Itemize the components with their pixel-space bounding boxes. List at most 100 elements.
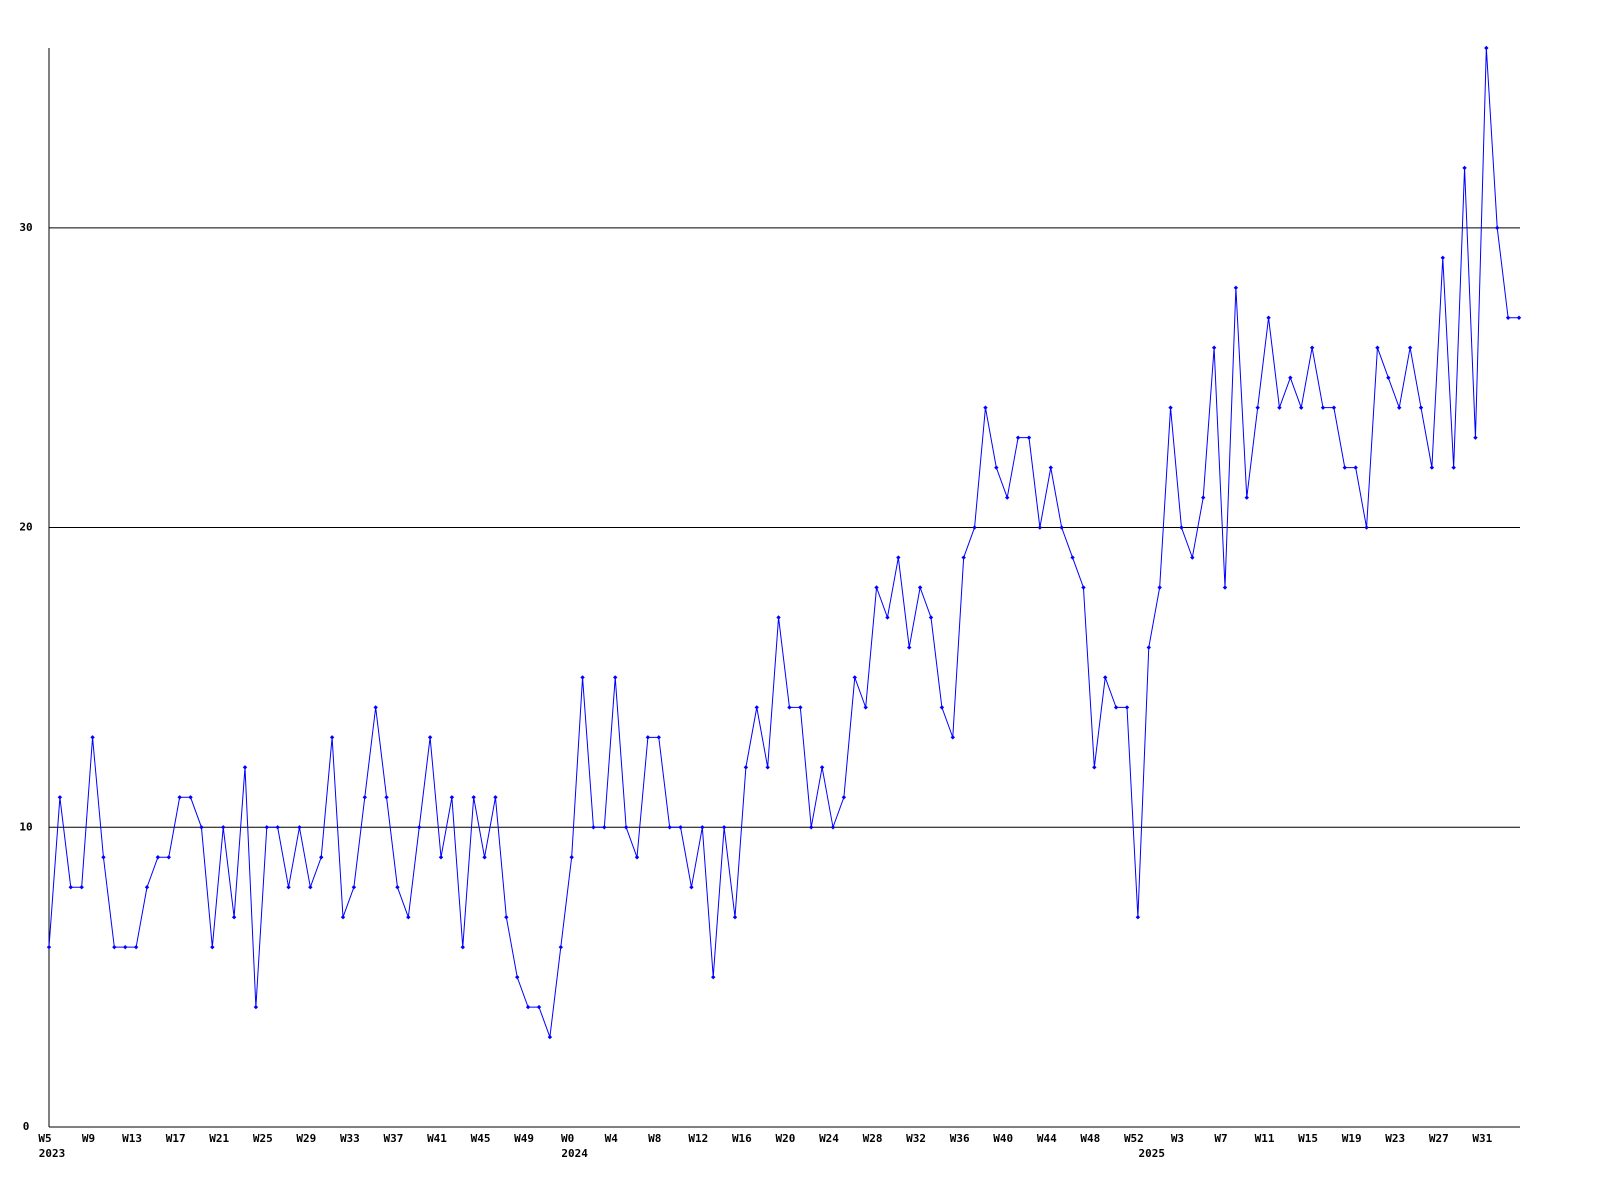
point (1364, 525, 1369, 530)
point (1255, 405, 1260, 410)
point (798, 705, 803, 710)
point (1516, 315, 1522, 320)
point (787, 705, 792, 710)
point (1244, 495, 1249, 500)
point (460, 944, 465, 950)
point (863, 705, 868, 710)
x-tick-label: W0 (561, 1132, 574, 1145)
point (591, 825, 596, 830)
x-tick-label: W8 (648, 1132, 661, 1145)
point (384, 795, 389, 800)
point (123, 944, 128, 950)
point (133, 944, 139, 950)
point (841, 795, 847, 800)
point (1309, 345, 1315, 350)
x-tick-label: W36 (950, 1132, 970, 1145)
point (504, 914, 509, 920)
point (166, 855, 171, 860)
point (732, 914, 738, 920)
point (449, 795, 455, 800)
point (1092, 765, 1097, 770)
point (1266, 315, 1271, 320)
point (1342, 465, 1347, 470)
point (427, 735, 433, 740)
point (634, 855, 640, 860)
point (1015, 435, 1021, 440)
point (46, 944, 52, 950)
point (57, 795, 63, 800)
point (667, 825, 672, 830)
point (678, 825, 683, 830)
x-tick-label: W31 (1472, 1132, 1492, 1145)
point (1201, 495, 1206, 500)
x-tick-label: W4 (605, 1132, 619, 1145)
y-tick-label: 20 (19, 521, 32, 534)
point (1113, 705, 1119, 710)
point (231, 914, 237, 920)
x-tick-label: W44 (1037, 1132, 1057, 1145)
point (983, 405, 988, 410)
point (242, 765, 248, 770)
point (188, 795, 193, 800)
point (711, 974, 716, 980)
y-tick-label: 30 (19, 221, 32, 234)
point (819, 765, 825, 770)
point (1211, 345, 1217, 350)
point (308, 885, 313, 890)
x-tick-label: W25 (253, 1132, 273, 1145)
point (1429, 465, 1435, 470)
x-tick-label: W24 (819, 1132, 839, 1145)
point (1059, 525, 1064, 530)
point (1407, 345, 1413, 350)
x-tick-label: W7 (1214, 1132, 1227, 1145)
point (536, 1004, 542, 1010)
point (961, 555, 966, 560)
point (885, 615, 890, 620)
point (809, 825, 814, 830)
x-tick-label: W27 (1429, 1132, 1449, 1145)
point (830, 825, 836, 830)
point (1375, 345, 1380, 350)
point (1484, 45, 1489, 51)
point (656, 735, 661, 740)
point (1320, 405, 1326, 410)
point (395, 885, 400, 890)
point (972, 525, 977, 530)
x-tick-label: W21 (209, 1132, 229, 1145)
point (253, 1004, 259, 1010)
point (1462, 165, 1467, 171)
point (645, 735, 651, 740)
point (101, 855, 106, 860)
point (493, 795, 498, 800)
point (569, 855, 574, 860)
point (177, 795, 182, 800)
point (471, 795, 476, 800)
x-tick-label: W13 (122, 1132, 142, 1145)
point (406, 914, 411, 920)
point (297, 825, 302, 830)
point (558, 944, 563, 950)
point (112, 944, 117, 950)
point (319, 855, 324, 860)
point (417, 825, 422, 830)
point (1353, 465, 1358, 470)
point (1081, 585, 1086, 590)
point (1190, 555, 1195, 560)
point (1418, 405, 1424, 410)
point (874, 585, 879, 590)
point (721, 825, 727, 830)
point (286, 885, 291, 890)
y-tick-label: 10 (19, 820, 32, 833)
point (1026, 435, 1032, 440)
year-label: 2023 (39, 1147, 66, 1160)
x-tick-label: W49 (514, 1132, 534, 1145)
x-tick-label: W28 (863, 1132, 883, 1145)
point (580, 675, 585, 680)
x-tick-label: W3 (1171, 1132, 1184, 1145)
x-tick-label: W40 (993, 1132, 1013, 1145)
point (623, 825, 629, 830)
x-tick-label: W37 (384, 1132, 404, 1145)
point (1037, 525, 1043, 530)
